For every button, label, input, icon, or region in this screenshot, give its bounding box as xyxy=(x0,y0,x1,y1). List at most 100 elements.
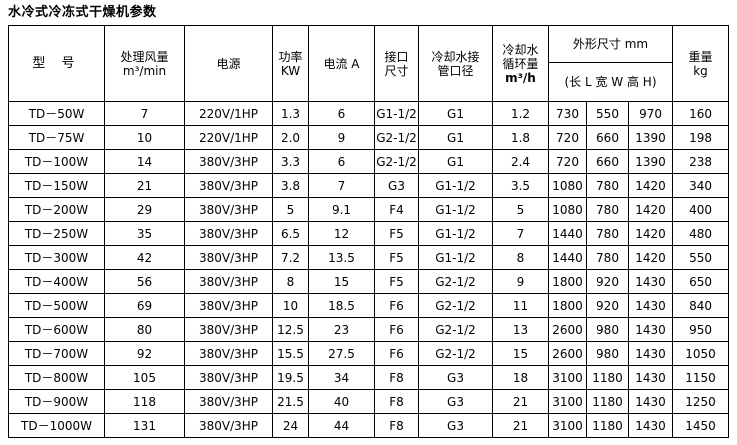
cell-length: 1080 xyxy=(548,173,587,198)
header-weight-label: 重量 xyxy=(688,49,713,64)
cell-power-supply: 380V/3HP xyxy=(184,389,273,414)
cell-height: 1390 xyxy=(627,125,674,150)
cell-water-pipe: G1 xyxy=(418,101,493,126)
table-row: TD－50W 7 220V/1HP 1.3 6 G1-1/2 G1 1.2 730 550 970 1… xyxy=(8,101,730,126)
table-row: TD－900W 118 380V/3HP 21.5 40 F8 G3 21 3100 1180 14… xyxy=(8,389,730,414)
cell-model: TD－500W xyxy=(8,293,105,318)
cell-weight: 1150 xyxy=(672,365,730,390)
cell-port: G2-1/2 xyxy=(374,149,419,174)
cell-power-supply: 220V/1HP xyxy=(184,125,273,150)
table-row: TD－300W 42 380V/3HP 7.2 13.5 F5 G1-1/2 8 1440 780… xyxy=(8,245,730,270)
cell-current: 15 xyxy=(308,269,375,294)
table-row: TD－100W 14 380V/3HP 3.3 6 G2-1/2 G1 2.4 720 660 13… xyxy=(8,149,730,174)
cell-weight: 198 xyxy=(672,125,730,150)
cell-length: 1080 xyxy=(548,197,587,222)
cell-port: G1-1/2 xyxy=(374,101,419,126)
cell-water-pipe: G2-1/2 xyxy=(418,269,493,294)
cell-water-circ: 11 xyxy=(492,293,549,318)
cell-model: TD－150W xyxy=(8,173,105,198)
header-airflow-label: 处理风量 xyxy=(120,49,169,64)
cell-airflow: 42 xyxy=(104,245,185,270)
header-water-circ-unit: m³/h xyxy=(505,70,536,85)
cell-height: 1420 xyxy=(627,221,674,246)
header-water-circ: 冷却水 循环量 m³/h xyxy=(492,25,549,102)
cell-port: F8 xyxy=(374,365,419,390)
cell-weight: 950 xyxy=(672,317,730,342)
cell-water-pipe: G2-1/2 xyxy=(418,317,493,342)
cell-kw: 3.8 xyxy=(272,173,309,198)
cell-height: 1430 xyxy=(627,365,674,390)
header-dimensions: 外形尺寸 mm xyxy=(547,25,674,63)
cell-power-supply: 380V/3HP xyxy=(184,245,273,270)
cell-water-circ: 1.8 xyxy=(492,125,549,150)
cell-power-supply: 380V/3HP xyxy=(184,365,273,390)
cell-airflow: 14 xyxy=(104,149,185,174)
cell-width: 550 xyxy=(586,101,629,126)
cell-current: 6 xyxy=(308,149,375,174)
cell-kw: 24 xyxy=(272,413,309,438)
header-kw-label: 功率 xyxy=(278,49,303,64)
header-model-label: 型 号 xyxy=(32,56,81,71)
cell-current: 18.5 xyxy=(308,293,375,318)
cell-water-circ: 18 xyxy=(492,365,549,390)
header-water-pipe-l1: 冷却水接 xyxy=(431,49,480,64)
cell-height: 1430 xyxy=(627,269,674,294)
cell-water-pipe: G3 xyxy=(418,365,493,390)
cell-water-circ: 21 xyxy=(492,413,549,438)
cell-model: TD－50W xyxy=(8,101,105,126)
cell-port: F5 xyxy=(374,269,419,294)
header-airflow: 处理风量 m³/min xyxy=(104,25,185,102)
cell-water-circ: 3.5 xyxy=(492,173,549,198)
cell-port: G3 xyxy=(374,173,419,198)
table-body: TD－50W 7 220V/1HP 1.3 6 G1-1/2 G1 1.2 730 550 970 1… xyxy=(8,101,730,438)
cell-width: 1180 xyxy=(586,389,629,414)
cell-port: F8 xyxy=(374,389,419,414)
cell-water-pipe: G1-1/2 xyxy=(418,245,493,270)
cell-weight: 550 xyxy=(672,245,730,270)
header-model: 型 号 xyxy=(8,25,105,102)
cell-length: 1800 xyxy=(548,293,587,318)
header-port-label: 接口 xyxy=(384,49,409,64)
page-title: 水冷式冷冻式干燥机参数 xyxy=(8,5,157,20)
cell-water-circ: 15 xyxy=(492,341,549,366)
cell-kw: 15.5 xyxy=(272,341,309,366)
cell-height: 1420 xyxy=(627,245,674,270)
header-airflow-unit: m³/min xyxy=(122,63,167,78)
cell-model: TD－200W xyxy=(8,197,105,222)
header-kw: 功率 KW xyxy=(272,25,309,102)
cell-height: 1430 xyxy=(627,389,674,414)
cell-water-pipe: G3 xyxy=(418,389,493,414)
header-kw-unit: KW xyxy=(280,63,301,78)
cell-model: TD－1000W xyxy=(8,413,105,438)
cell-airflow: 118 xyxy=(104,389,185,414)
cell-kw: 21.5 xyxy=(272,389,309,414)
cell-length: 720 xyxy=(548,149,587,174)
cell-height: 1390 xyxy=(627,149,674,174)
cell-current: 40 xyxy=(308,389,375,414)
cell-width: 780 xyxy=(586,221,629,246)
header-water-pipe-l2: 管口径 xyxy=(437,63,474,78)
cell-water-circ: 13 xyxy=(492,317,549,342)
cell-power-supply: 380V/3HP xyxy=(184,293,273,318)
cell-airflow: 7 xyxy=(104,101,185,126)
cell-model: TD－400W xyxy=(8,269,105,294)
cell-length: 3100 xyxy=(548,389,587,414)
cell-width: 980 xyxy=(586,317,629,342)
cell-length: 720 xyxy=(548,125,587,150)
cell-model: TD－250W xyxy=(8,221,105,246)
cell-height: 1430 xyxy=(627,317,674,342)
cell-water-circ: 9 xyxy=(492,269,549,294)
cell-model: TD－700W xyxy=(8,341,105,366)
header-water-circ-l1: 冷却水 xyxy=(502,42,539,57)
table-row: TD－400W 56 380V/3HP 8 15 F5 G2-1/2 9 1800 920 1430… xyxy=(8,269,730,294)
cell-water-pipe: G1-1/2 xyxy=(418,221,493,246)
cell-water-circ: 21 xyxy=(492,389,549,414)
cell-height: 1420 xyxy=(627,173,674,198)
cell-water-pipe: G1-1/2 xyxy=(418,173,493,198)
header-port-unit: 尺寸 xyxy=(384,63,409,78)
cell-kw: 3.3 xyxy=(272,149,309,174)
cell-airflow: 105 xyxy=(104,365,185,390)
cell-airflow: 10 xyxy=(104,125,185,150)
cell-length: 730 xyxy=(548,101,587,126)
cell-airflow: 35 xyxy=(104,221,185,246)
